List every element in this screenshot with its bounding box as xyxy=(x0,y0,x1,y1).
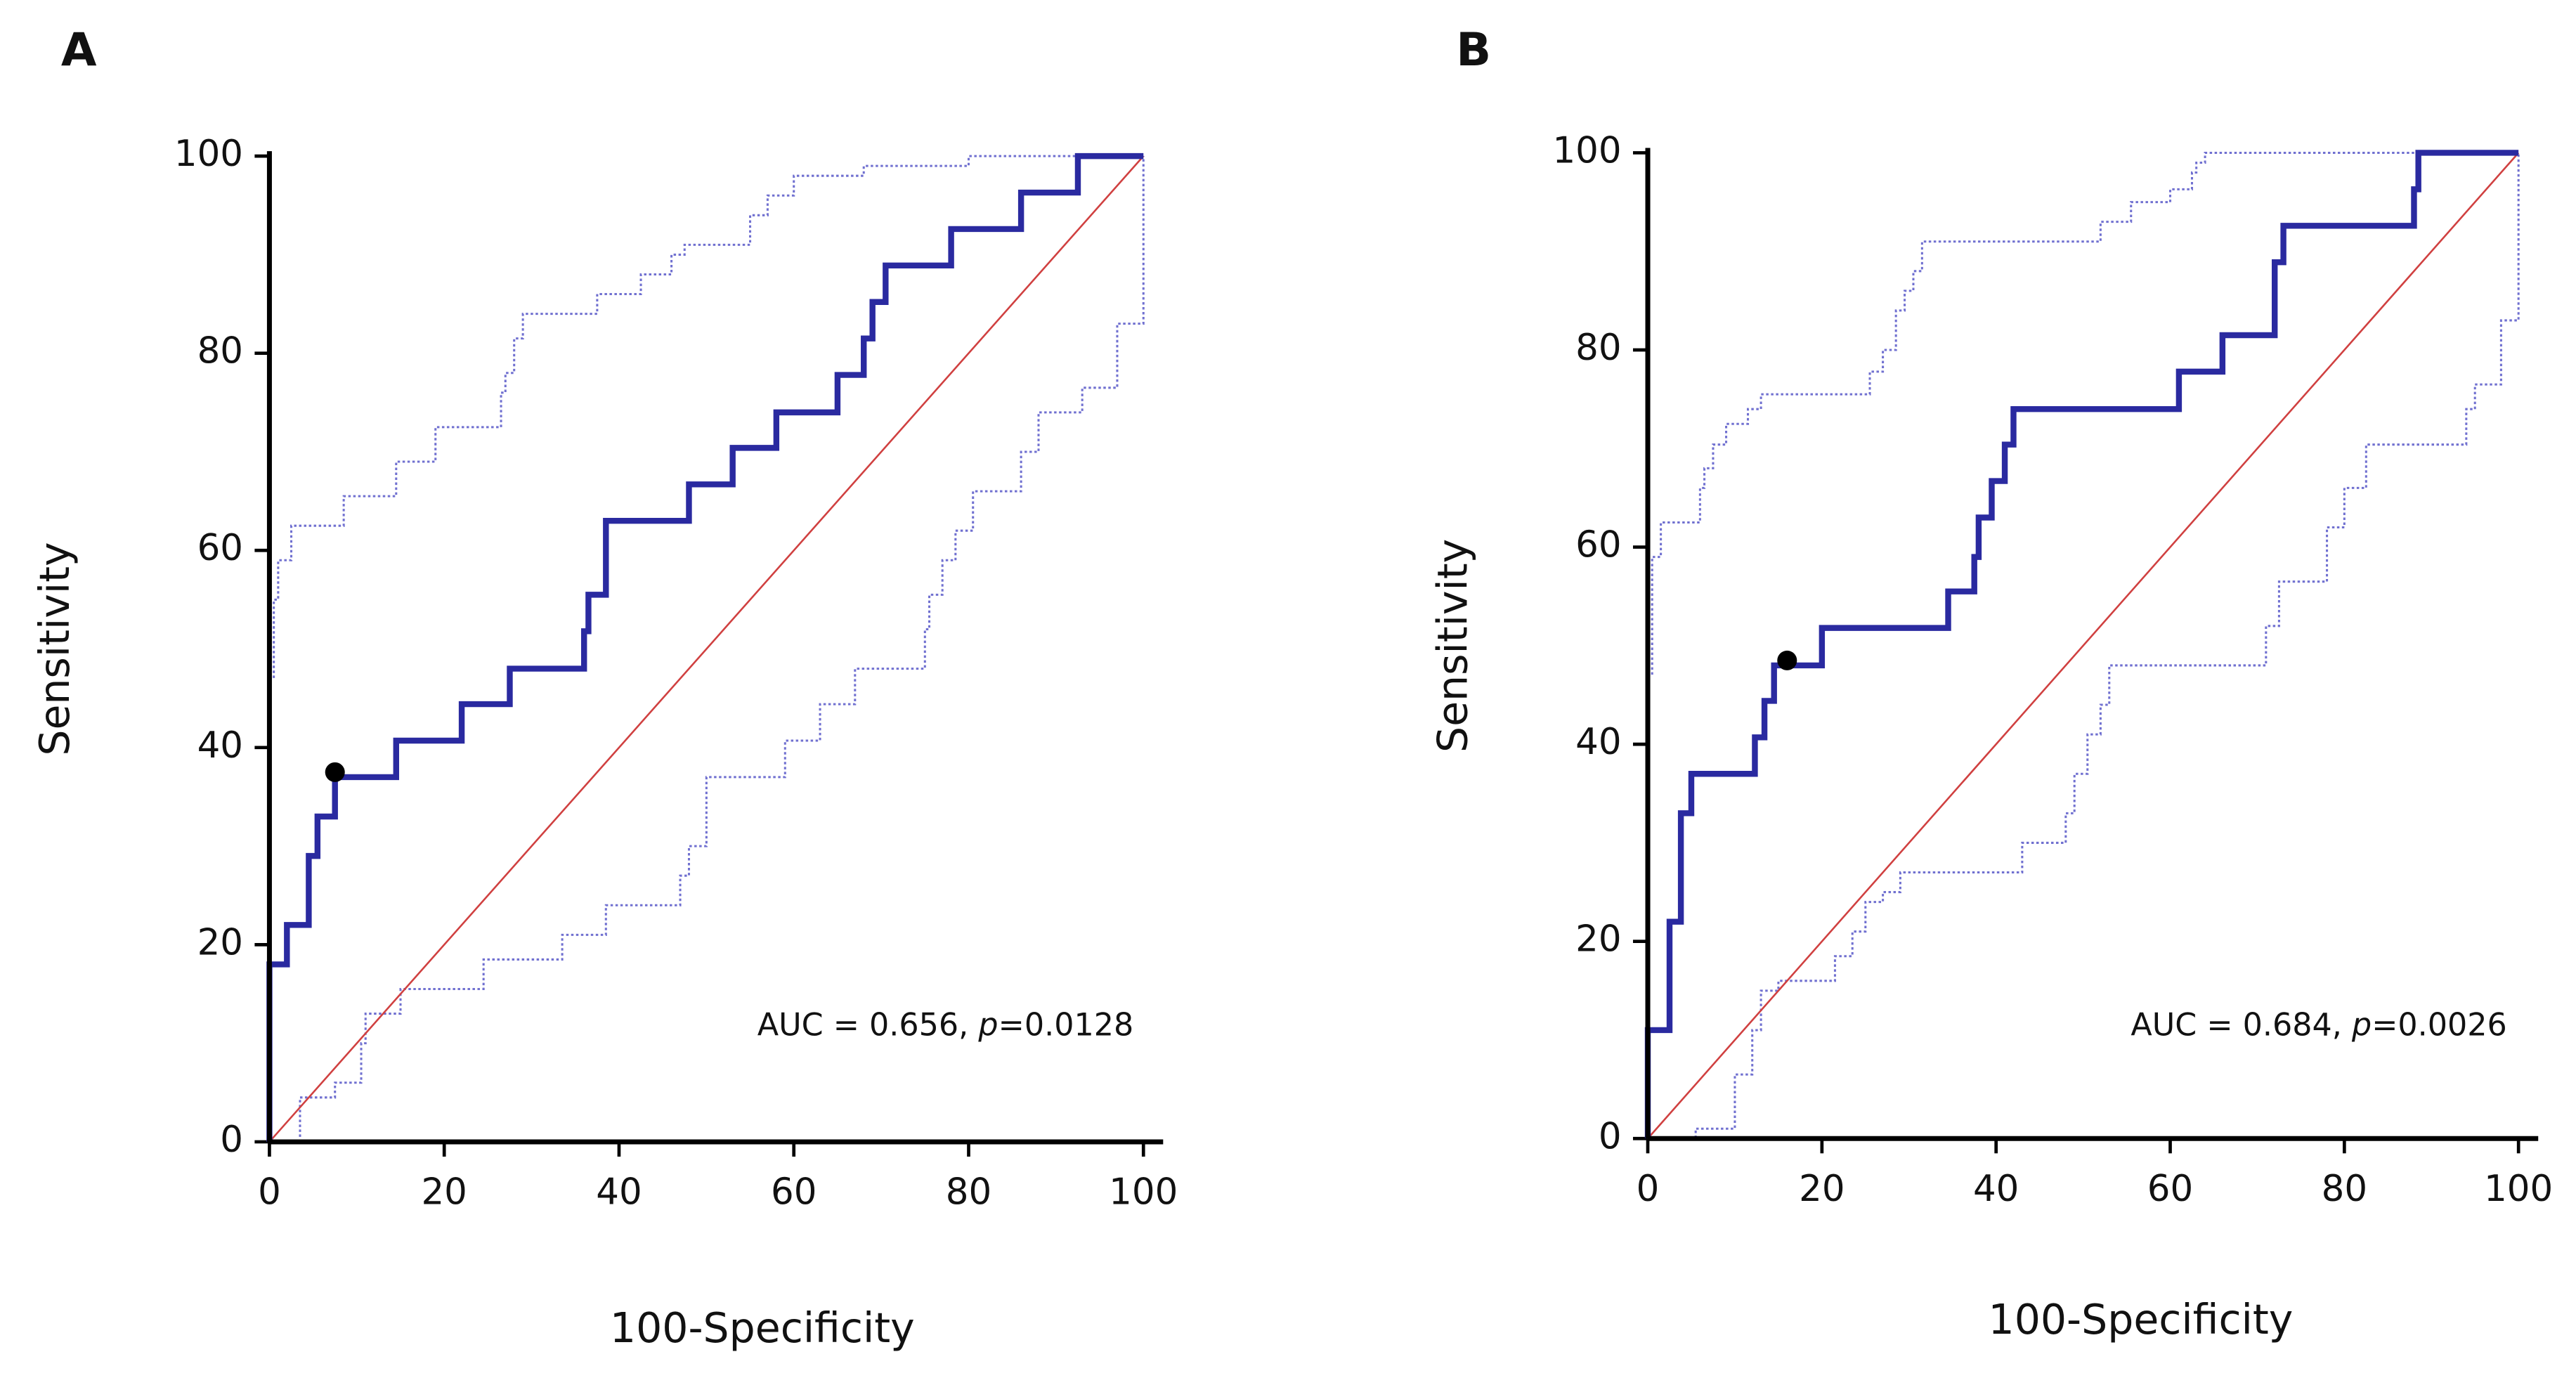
x-tick-label: 80 xyxy=(946,1171,991,1214)
x-tick-label: 100 xyxy=(1109,1171,1178,1214)
y-tick-label: 40 xyxy=(197,724,243,767)
y-tick-label: 40 xyxy=(1575,721,1621,763)
y-tick-label: 20 xyxy=(1575,918,1621,961)
cutoff-point xyxy=(1777,650,1797,670)
x-tick-label: 0 xyxy=(1637,1168,1660,1210)
y-tick-label: 60 xyxy=(1575,524,1621,566)
roc-line xyxy=(269,155,1144,680)
y-tick-label: 0 xyxy=(1599,1115,1622,1157)
annotation-part: p xyxy=(2351,1007,2372,1043)
y-tick-label: 80 xyxy=(1575,327,1621,369)
panel: A 100-Specificity Sensitivity 0 20 40 60 80 100 0… xyxy=(31,23,1178,1352)
x-tick-label: 40 xyxy=(596,1171,642,1214)
x-axis-label: 100-Specificity xyxy=(610,1304,915,1352)
y-tick-label: 100 xyxy=(174,133,243,175)
annotation-part: =0.0128 xyxy=(998,1007,1134,1043)
roc-line xyxy=(1691,152,2520,1140)
roc-line xyxy=(266,152,1144,1142)
x-axis-label: 100-Specificity xyxy=(1989,1296,2294,1344)
y-axis-label: Sensitivity xyxy=(1429,539,1477,753)
y-tick-label: 0 xyxy=(220,1119,243,1161)
roc-line xyxy=(1644,150,2519,1139)
annotation: AUC = 0.684, p=0.0026 xyxy=(2131,1007,2506,1043)
annotation-part: p xyxy=(977,1007,998,1043)
x-tick-label: 60 xyxy=(771,1171,817,1214)
annotation-part: AUC = 0.656, xyxy=(757,1007,979,1043)
roc-line xyxy=(299,156,1145,1142)
x-tick-label: 20 xyxy=(1799,1168,1845,1210)
roc-line xyxy=(268,155,1145,1143)
panel-title: A xyxy=(61,23,97,77)
roc-line xyxy=(1648,151,2519,677)
annotation-part: =0.0026 xyxy=(2372,1007,2507,1043)
roc-line xyxy=(1647,152,2520,1140)
x-tick-label: 80 xyxy=(2322,1168,2367,1210)
y-tick-label: 80 xyxy=(197,330,243,372)
x-tick-label: 40 xyxy=(1973,1168,2019,1210)
panel-title: B xyxy=(1456,23,1491,77)
x-tick-label: 100 xyxy=(2484,1168,2553,1210)
cutoff-point xyxy=(325,762,345,782)
panel: B 100-Specificity Sensitivity 0 20 40 60 80 100 0… xyxy=(1429,23,2554,1344)
y-axis-label: Sensitivity xyxy=(31,542,79,755)
y-tick-label: 20 xyxy=(197,921,243,963)
x-tick-label: 20 xyxy=(421,1171,467,1214)
annotation: AUC = 0.656, p=0.0128 xyxy=(757,1007,1133,1043)
x-tick-label: 0 xyxy=(258,1171,281,1214)
y-tick-label: 100 xyxy=(1552,129,1621,171)
y-tick-label: 60 xyxy=(197,527,243,569)
annotation-part: AUC = 0.684, xyxy=(2131,1007,2352,1043)
x-tick-label: 60 xyxy=(2147,1168,2193,1210)
